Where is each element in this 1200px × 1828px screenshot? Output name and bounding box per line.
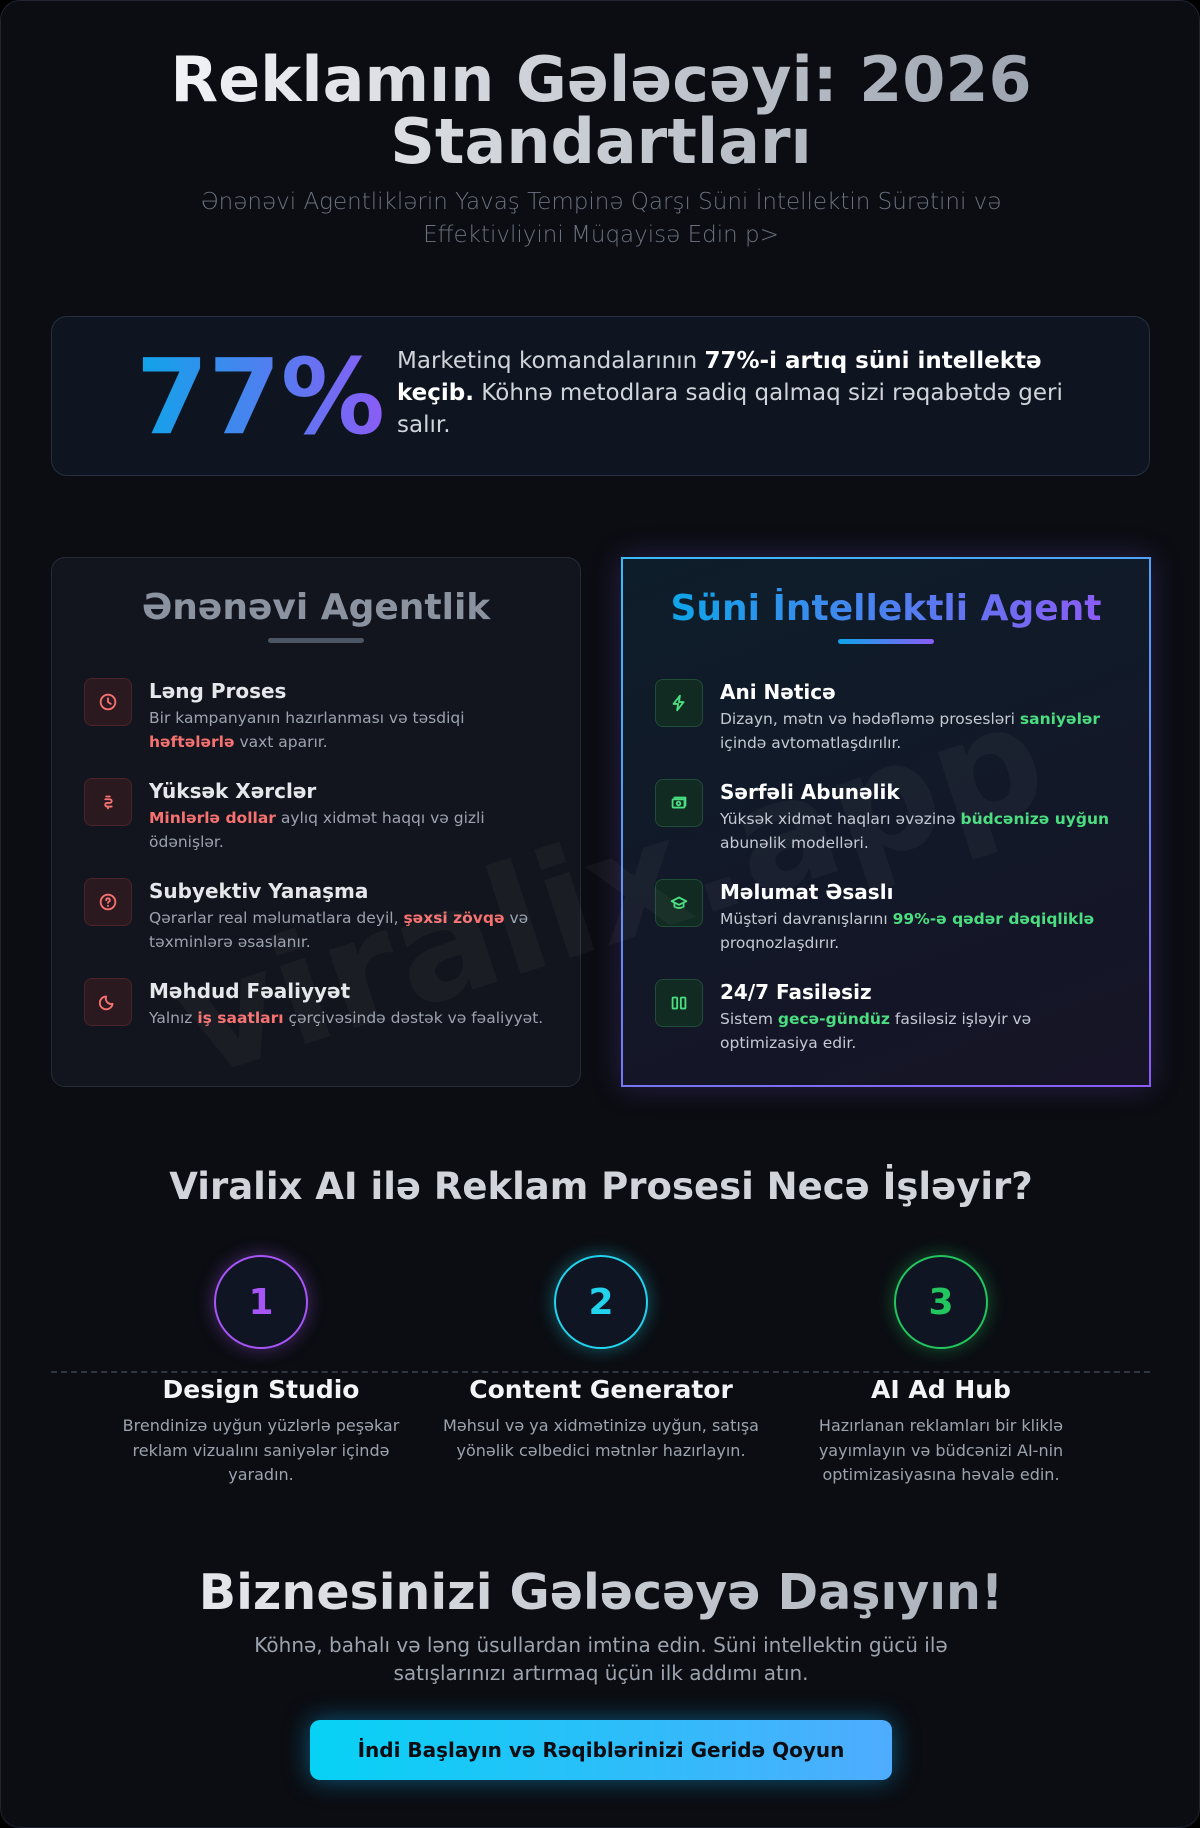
highlight: 77%-i artıq süni intellektə keçib. <box>397 348 1042 406</box>
icon <box>672 694 685 712</box>
text-part: və təxminlərə əsaslanır. <box>149 909 529 951</box>
feature-text: Yalnız iş saatları çərçivəsində dəstək v… <box>149 1006 549 1030</box>
highlight: iş saatları <box>197 1009 284 1027</box>
stat-value: 77% <box>136 336 385 458</box>
text-part: vaxt aparır. <box>234 733 328 751</box>
stat-text: Marketinq komandalarının 77%-i artıq sün… <box>397 345 1097 441</box>
feature-item: Məlumat Əsaslı Müştəri davranışlarını 99%… <box>655 879 1125 969</box>
highlight: büdcənizə uyğun <box>960 810 1110 828</box>
title-underline <box>838 639 934 644</box>
highlight: həftələrlə <box>149 733 235 751</box>
step-text: Məhsul və ya xidmətinizə uyğun, satışa y… <box>443 1416 759 1460</box>
step-title: Content Generator <box>469 1375 733 1404</box>
step-text: Brendinizə uyğun yüzlərlə peşəkar reklam… <box>122 1416 400 1484</box>
step-number: 3 <box>894 1255 988 1349</box>
feature-icon <box>655 679 703 727</box>
feature-item: 24/7 Fasiləsiz Sistem gecə-gündüz fasiləs… <box>655 979 1125 1069</box>
feature-icon <box>655 779 703 827</box>
feature-text: Bir kampanyanın hazırlanması və təsdiqi … <box>149 706 549 754</box>
highlight: şəxsi zövqə <box>403 909 505 927</box>
feature-text: Qərarlar real məlumatlara deyil, şəxsi z… <box>149 906 549 954</box>
card-title: Süni İntellektli Agent <box>623 587 1149 631</box>
text-part: içində avtomatlaşdırılır. <box>720 734 902 752</box>
text-part: Müştəri davranışlarını <box>720 910 893 928</box>
title-underline <box>268 638 364 643</box>
highlight: gecə-gündüz <box>777 1010 890 1028</box>
icon <box>671 996 687 1010</box>
highlight: 99%-ə qədər dəqiqliklə <box>892 910 1095 928</box>
icon <box>99 693 117 711</box>
cta-text: Köhnə, bahalı və ləng üsullardan imtina … <box>254 1633 948 1685</box>
feature-text: Sistem gecə-gündüz fasiləsiz işləyir və … <box>720 1007 1120 1055</box>
step-number: 2 <box>554 1255 648 1349</box>
feature-icon <box>84 678 132 726</box>
cta-button[interactable]: İndi Başlayın və Rəqiblərinizi Geridə Qo… <box>310 1720 892 1780</box>
feature-title: Məhdud Fəaliyyət <box>149 979 351 1003</box>
cta-title: Biznesinizi Gələcəyə Daşıyın! <box>1 1563 1199 1623</box>
feature-title: Məlumat Əsaslı <box>720 880 894 904</box>
step-title: AI Ad Hub <box>871 1375 1011 1404</box>
comparison-card: Süni İntellektli Agent Ani Nəticə Dizayn, … <box>621 557 1151 1087</box>
text-part: abunəlik modelləri. <box>720 834 869 852</box>
feature-title: Ani Nəticə <box>720 680 836 704</box>
feature-title: Ləng Proses <box>149 679 287 703</box>
feature-text: Müştəri davranışlarını 99%-ə qədər dəqiq… <box>720 907 1120 955</box>
feature-icon <box>655 979 703 1027</box>
feature-icon <box>655 879 703 927</box>
feature-item: Ləng Proses Bir kampanyanın hazırlanması … <box>84 678 554 768</box>
card-title-text: Ənənəvi Agentlik <box>141 587 491 628</box>
title: Reklamın Gələcəyi: 2026 Standartları <box>151 49 1051 173</box>
feature-text: Yüksək xidmət haqları əvəzinə büdcənizə … <box>720 807 1120 855</box>
icon <box>671 796 687 809</box>
feature-title: Subyektiv Yanaşma <box>149 879 369 903</box>
feature-item: Məhdud Fəaliyyət Yalnız iş saatları çərçi… <box>84 978 554 1068</box>
text-part: çərçivəsində dəstək və fəaliyyət. <box>283 1009 544 1027</box>
feature-icon <box>84 778 132 826</box>
feature-text: Dizayn, mətn və hədəfləmə prosesləri san… <box>720 707 1120 755</box>
icon <box>98 995 114 1011</box>
icon <box>99 893 117 911</box>
feature-icon <box>84 978 132 1026</box>
feature-title: Sərfəli Abunəlik <box>720 780 900 804</box>
text-part: Qərarlar real məlumatlara deyil, <box>149 909 404 927</box>
feature-item: Sərfəli Abunəlik Yüksək xidmət haqları əv… <box>655 779 1125 869</box>
text-part: Sistem <box>720 1010 778 1028</box>
text-part: Yüksək xidmət haqları əvəzinə <box>720 810 961 828</box>
text-part: Marketinq komandalarının <box>397 348 705 374</box>
stat-box: 77% Marketinq komandalarının 77%-i artıq… <box>51 316 1150 476</box>
text-part: Köhnə metodlara sadiq qalmaq sizi rəqabə… <box>397 380 1063 438</box>
text-part: Bir kampanyanın hazırlanması və təsdiqi <box>149 709 465 727</box>
feature-title: 24/7 Fasiləsiz <box>720 980 872 1004</box>
icon <box>670 896 688 909</box>
feature-text: Minlərlə dollar aylıq xidmət haqqı və gi… <box>149 806 549 854</box>
feature-icon <box>84 878 132 926</box>
feature-item: Ani Nəticə Dizayn, mətn və hədəfləmə pros… <box>655 679 1125 769</box>
divider <box>51 1371 1150 1373</box>
icon <box>104 795 113 810</box>
feature-title: Yüksək Xərclər <box>149 779 317 803</box>
text-part: Dizayn, mətn və hədəfləmə prosesləri <box>720 710 1020 728</box>
step-number: 1 <box>214 1255 308 1349</box>
highlight: saniyələr <box>1019 710 1101 728</box>
feature-item: Subyektiv Yanaşma Qərarlar real məlumatla… <box>84 878 554 968</box>
text-part: fasiləsiz işləyir və optimizasiya edir. <box>720 1010 1032 1052</box>
text-part: aylıq xidmət haqqı və gizli ödənişlər. <box>149 809 485 851</box>
step-text: Hazırlanan reklamları bir kliklə yayımla… <box>818 1416 1064 1484</box>
comparison-card: Ənənəvi Agentlik Ləng Proses Bir kampanyan… <box>51 557 581 1087</box>
card-title: Ənənəvi Agentlik <box>52 586 580 630</box>
highlight: Minlərlə dollar <box>149 809 276 827</box>
text-part: proqnozlaşdırır. <box>720 934 840 952</box>
card-title-text: Süni İntellektli Agent <box>670 588 1102 629</box>
text-part: Yalnız <box>149 1009 198 1027</box>
step-title: Design Studio <box>162 1375 360 1404</box>
feature-item: Yüksək Xərclər Minlərlə dollar aylıq xidm… <box>84 778 554 868</box>
subtitle: Ənənəvi Agentliklərin Yavaş Tempinə Qarş… <box>200 189 1002 248</box>
process-title: Viralix AI ilə Reklam Prosesi Necə İşləy… <box>169 1165 1033 1208</box>
